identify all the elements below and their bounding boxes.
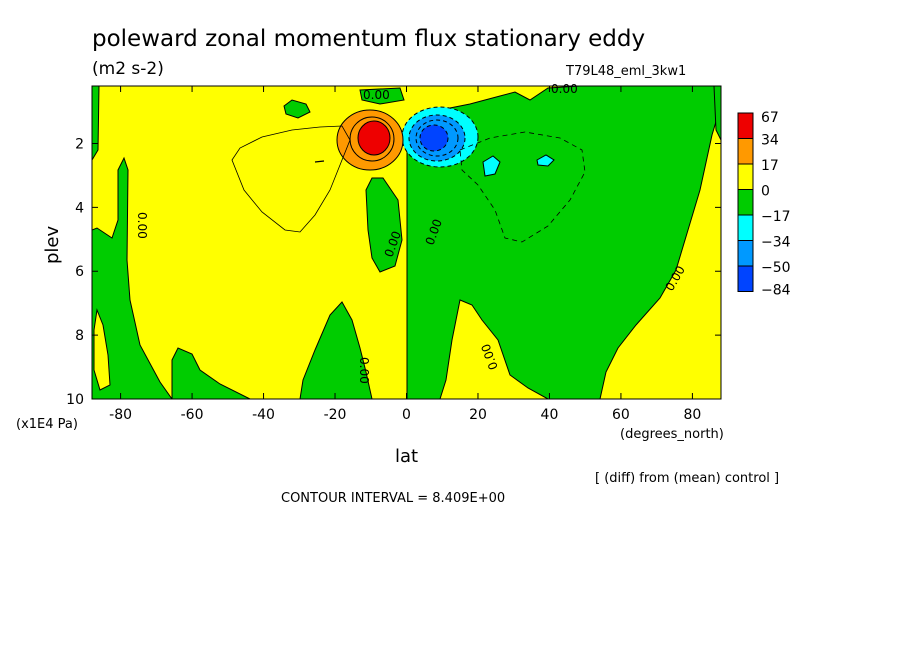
colorbar-level-label: 17 [761, 158, 779, 174]
neg-core-contour [415, 119, 459, 157]
y-axis-ticks: 2 4 6 8 10 [66, 136, 721, 408]
region-green-upper-small [283, 99, 311, 119]
y-axis-label: plev [42, 225, 63, 264]
x-tick-label: -40 [252, 407, 275, 423]
colorbar-swatch [737, 240, 754, 267]
region-cyan-patch-2 [536, 154, 555, 167]
region-green-subtrop-south [171, 347, 251, 399]
pos-core-red [357, 120, 391, 156]
region-green-mid-south [299, 301, 373, 399]
region-green-polar-south [92, 86, 100, 161]
neg-core-deep-blue [419, 124, 449, 152]
x-axis-units: (degrees_north) [620, 427, 724, 442]
y-tick-label: 6 [75, 264, 84, 280]
colorbar-swatch [737, 265, 754, 292]
x-tick-label: 20 [469, 407, 487, 423]
experiment-label: T79L48_eml_3kw1 [565, 64, 686, 79]
y-tick-label: 4 [75, 200, 84, 216]
x-tick-label: 60 [612, 407, 630, 423]
contour-label-8: 0.00 [357, 357, 371, 384]
x-tick-label: 80 [683, 407, 701, 423]
region-green-south-band [92, 156, 173, 399]
colorbar-level-label: −34 [761, 235, 791, 251]
x-axis-label: lat [395, 446, 418, 467]
colorbar-level-label: 67 [761, 110, 779, 126]
colorbar-level-label: −84 [761, 283, 791, 299]
colorbar-swatch [737, 163, 754, 190]
x-axis-ticks: -80 -60 -40 -20 0 20 40 60 80 [109, 86, 701, 423]
x-tick-label: 0 [402, 407, 411, 423]
colorbar-level-label: −17 [761, 209, 791, 225]
x-tick-label: -80 [109, 407, 132, 423]
contour-label-3: 0.00 [135, 212, 149, 239]
contour-small-feature [314, 160, 325, 163]
region-green-equator-column [365, 177, 403, 273]
region-green-north-polar-strip [713, 86, 721, 141]
chart-title: poleward zonal momentum flux stationary … [92, 26, 645, 52]
x-tick-label: 40 [541, 407, 559, 423]
y-tick-label: 10 [66, 392, 84, 408]
colorbar-swatch [737, 189, 754, 216]
y-tick-label: 8 [75, 328, 84, 344]
diff-note: [ (diff) from (mean) control ] [595, 471, 779, 486]
region-green-upper-strip [359, 87, 405, 105]
colorbar: 67 34 17 0 −17 −34 −50 −84 [737, 110, 791, 299]
contour-interval: CONTOUR INTERVAL = 8.409E+00 [281, 491, 505, 506]
colorbar-level-label: 0 [761, 184, 770, 200]
colorbar-level-label: 34 [761, 133, 779, 149]
region-cyan-patch-1 [482, 155, 501, 177]
colorbar-swatch [737, 112, 754, 139]
y-tick-label: 2 [75, 136, 84, 152]
plot-field [92, 86, 721, 399]
colorbar-swatch [737, 214, 754, 241]
chart-units: (m2 s-2) [92, 59, 164, 79]
pos-core-contour [349, 116, 395, 162]
colorbar-swatch [737, 138, 754, 165]
region-green-south-hole [93, 308, 111, 391]
contour-label-1: 0.00 [363, 88, 390, 102]
contour-negative-dashed [459, 131, 586, 243]
colorbar-level-label: −50 [761, 260, 791, 276]
x-tick-label: -20 [324, 407, 347, 423]
x-tick-label: -60 [181, 407, 204, 423]
y-axis-units: (x1E4 Pa) [16, 417, 78, 432]
contour-positive-thin [231, 125, 351, 233]
contour-label-2: 0.00 [551, 82, 578, 96]
